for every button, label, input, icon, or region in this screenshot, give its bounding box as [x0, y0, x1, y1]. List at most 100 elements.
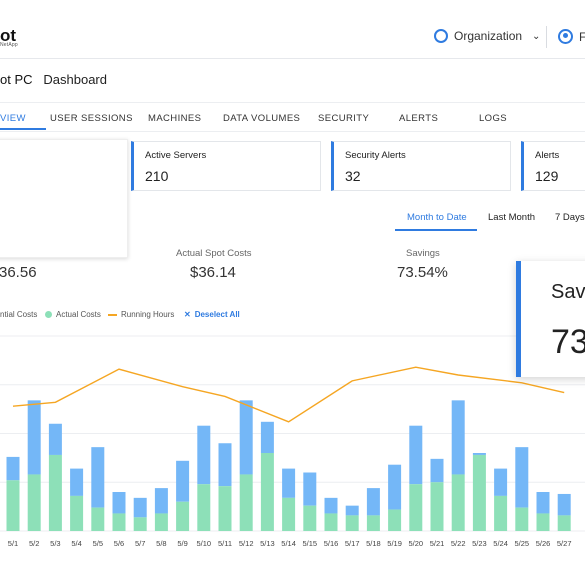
bar-actual-5/14[interactable]	[282, 497, 296, 531]
bar-potential-5/21[interactable]	[430, 458, 444, 483]
user-label: F	[579, 29, 585, 44]
x-tick-label: 5/25	[514, 539, 529, 548]
bar-potential-5/7[interactable]	[133, 497, 147, 518]
stat-value: 129	[535, 168, 559, 184]
bar-actual-5/24[interactable]	[494, 495, 508, 531]
range-month-to-date[interactable]: Month to Date	[407, 212, 467, 223]
bar-potential-5/23[interactable]	[472, 453, 486, 455]
tab-alerts[interactable]: ALERTS	[399, 113, 439, 124]
bar-potential-5/1[interactable]	[6, 456, 20, 481]
bar-actual-5/2[interactable]	[27, 474, 41, 531]
bar-potential-5/20[interactable]	[409, 425, 423, 485]
bar-actual-5/9[interactable]	[176, 501, 190, 531]
stat-card-security-alerts[interactable]: Security Alerts 32	[331, 141, 511, 191]
bar-potential-5/16[interactable]	[324, 497, 338, 514]
bar-actual-5/10[interactable]	[197, 484, 211, 531]
tab-data-volumes[interactable]: DATA VOLUMES	[223, 113, 301, 124]
bar-potential-5/24[interactable]	[494, 468, 508, 496]
x-tick-label: 5/11	[218, 539, 232, 548]
bar-actual-5/8[interactable]	[154, 513, 168, 531]
organization-selector[interactable]: Organization ⌄	[434, 29, 540, 43]
bar-potential-5/19[interactable]	[388, 464, 402, 510]
bar-potential-5/3[interactable]	[48, 423, 62, 455]
bar-actual-5/26[interactable]	[536, 513, 550, 531]
bar-actual-5/3[interactable]	[48, 454, 62, 531]
x-tick-label: 5/21	[430, 539, 445, 548]
bar-actual-5/22[interactable]	[451, 474, 465, 531]
legend-hours[interactable]: Running Hours	[108, 310, 174, 319]
bar-potential-5/22[interactable]	[451, 400, 465, 475]
bar-potential-5/13[interactable]	[260, 421, 274, 453]
legend-potential-label: ntial Costs	[0, 310, 38, 319]
tab-overview[interactable]: VIEW	[0, 113, 26, 124]
bar-actual-5/16[interactable]	[324, 513, 338, 531]
deselect-all-button[interactable]: ✕ Deselect All	[184, 310, 240, 319]
bar-potential-5/26[interactable]	[536, 492, 550, 514]
bar-actual-5/1[interactable]	[6, 480, 20, 531]
bar-potential-5/2[interactable]	[27, 400, 41, 475]
logo-subtext: NetApp	[0, 42, 18, 48]
bar-potential-5/10[interactable]	[197, 425, 211, 485]
bar-potential-5/8[interactable]	[154, 488, 168, 514]
bar-actual-5/15[interactable]	[303, 505, 317, 531]
range-7-days[interactable]: 7 Days	[555, 212, 585, 223]
bar-actual-5/17[interactable]	[345, 515, 359, 531]
bar-actual-5/11[interactable]	[218, 486, 232, 531]
bar-actual-5/6[interactable]	[112, 513, 126, 531]
tab-machines[interactable]: MACHINES	[148, 113, 202, 124]
bar-actual-5/13[interactable]	[260, 453, 274, 531]
bar-actual-5/27[interactable]	[557, 515, 571, 531]
stat-card-active-servers[interactable]: Active Servers 210	[131, 141, 321, 191]
bar-potential-5/17[interactable]	[345, 505, 359, 516]
stat-value: 32	[345, 168, 361, 184]
x-tick-label: 5/1	[8, 539, 18, 548]
breadcrumb-page: Dashboard	[43, 72, 107, 87]
bar-actual-5/19[interactable]	[388, 509, 402, 531]
x-tick-label: 5/23	[472, 539, 487, 548]
x-tick-label: 5/7	[135, 539, 145, 548]
x-tick-label: 5/19	[387, 539, 402, 548]
stat-card-alerts[interactable]: Alerts 129	[521, 141, 585, 191]
stat-label: Security Alerts	[345, 150, 406, 161]
x-tick-label: 5/24	[493, 539, 508, 548]
x-tick-label: 5/6	[114, 539, 124, 548]
x-tick-label: 5/18	[366, 539, 381, 548]
bar-actual-5/20[interactable]	[409, 484, 423, 531]
tab-security[interactable]: SECURITY	[318, 113, 370, 124]
bar-potential-5/27[interactable]	[557, 493, 571, 516]
legend-actual[interactable]: Actual Costs	[45, 310, 101, 319]
bar-potential-5/15[interactable]	[303, 472, 317, 506]
user-menu[interactable]: F	[558, 29, 585, 44]
tab-user-sessions[interactable]: USER SESSIONS	[50, 113, 133, 124]
close-icon: ✕	[184, 310, 191, 319]
tab-bar	[0, 103, 585, 132]
bar-actual-5/12[interactable]	[239, 474, 253, 531]
x-tick-label: 5/26	[536, 539, 551, 548]
bar-actual-5/21[interactable]	[430, 482, 444, 531]
tab-logs[interactable]: LOGS	[479, 113, 507, 124]
legend-potential[interactable]: ntial Costs	[0, 310, 37, 319]
active-range-indicator	[395, 229, 477, 231]
x-tick-label: 5/20	[408, 539, 423, 548]
bar-actual-5/23[interactable]	[472, 454, 486, 531]
bar-potential-5/12[interactable]	[239, 400, 253, 475]
bar-potential-5/14[interactable]	[282, 468, 296, 498]
bar-actual-5/5[interactable]	[91, 507, 105, 531]
bar-potential-5/6[interactable]	[112, 492, 126, 514]
x-tick-label: 5/22	[451, 539, 466, 548]
bar-potential-5/25[interactable]	[515, 447, 529, 508]
user-avatar-icon	[558, 29, 573, 44]
bar-potential-5/5[interactable]	[91, 447, 105, 508]
running-hours-line	[12, 366, 565, 423]
bar-potential-5/11[interactable]	[218, 443, 232, 487]
range-last-month[interactable]: Last Month	[488, 212, 535, 223]
bar-potential-5/4[interactable]	[70, 468, 84, 496]
bar-actual-5/18[interactable]	[366, 515, 380, 531]
deselect-all-label: Deselect All	[194, 310, 240, 319]
bar-actual-5/7[interactable]	[133, 517, 147, 531]
x-tick-label: 5/3	[50, 539, 60, 548]
bar-actual-5/4[interactable]	[70, 495, 84, 531]
bar-potential-5/18[interactable]	[366, 488, 380, 516]
bar-potential-5/9[interactable]	[176, 460, 190, 502]
bar-actual-5/25[interactable]	[515, 507, 529, 531]
